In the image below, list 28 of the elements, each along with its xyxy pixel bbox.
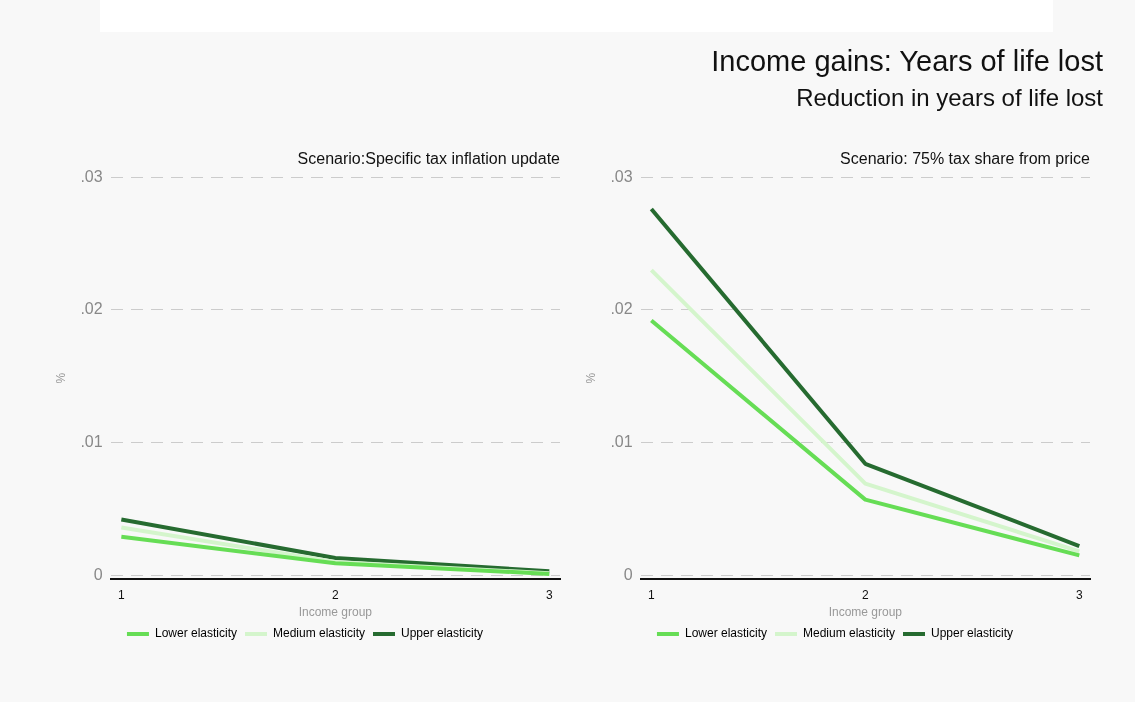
legend-label: Lower elasticity [684, 626, 767, 641]
y-axis-title: % [583, 372, 598, 384]
y-axis-title: % [53, 372, 68, 384]
y-tick-label: .02 [610, 300, 633, 318]
y-tick-label: .01 [80, 432, 103, 450]
y-tick-label: 0 [93, 565, 103, 583]
y-tick-label: 0 [623, 565, 633, 583]
y-tick-label: .01 [610, 432, 633, 450]
x-tick-label: 2 [861, 587, 869, 602]
chart-title: Scenario: 75% tax share from price [840, 150, 1091, 168]
x-tick-label: 1 [648, 587, 655, 602]
y-tick-label: .03 [80, 167, 103, 185]
x-tick-label: 1 [118, 587, 125, 602]
legend-label: Medium elasticity [802, 626, 896, 641]
text: Income gains: Years of life lost [711, 45, 1103, 78]
x-axis-title: Income group [828, 605, 903, 620]
x-axis-title: Income group [298, 605, 373, 620]
legend-label: Upper elasticity [931, 626, 1014, 641]
y-tick-label: .03 [610, 167, 633, 185]
legend-label: Upper elasticity [401, 626, 484, 641]
text: Reduction in years of life lost [795, 84, 1103, 112]
y-tick-label: .02 [80, 300, 103, 318]
legend-label: Medium elasticity [272, 626, 366, 641]
x-tick-label: 3 [1075, 587, 1083, 602]
x-tick-label: 3 [545, 587, 553, 602]
chart-title: Scenario:Specific tax inflation update [297, 150, 561, 168]
x-tick-label: 2 [331, 587, 339, 602]
legend-label: Lower elasticity [154, 626, 237, 641]
